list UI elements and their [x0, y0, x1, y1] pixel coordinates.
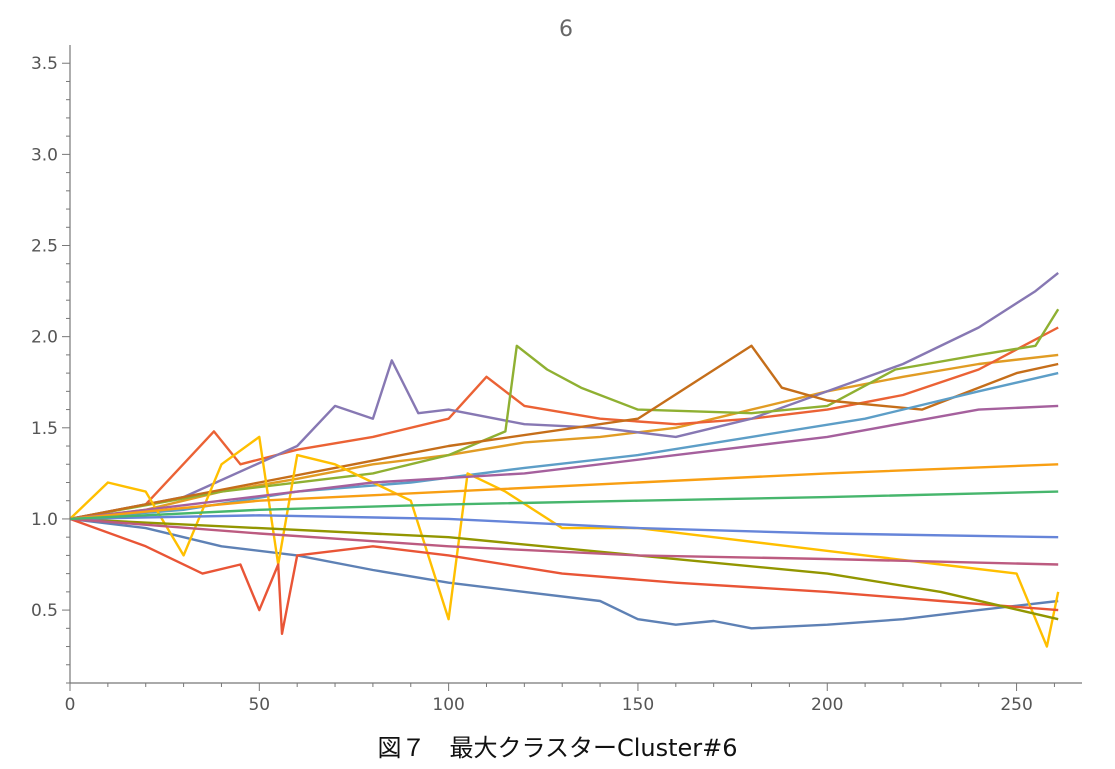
series-line-4 [69, 308, 1060, 521]
series-line-3 [69, 271, 1059, 521]
series-line-13 [69, 463, 1059, 521]
figure-caption: 図７ 最大クラスターCluster#6 [377, 734, 738, 762]
series-line-10 [69, 404, 1059, 521]
y-tick-label: 2.5 [31, 237, 58, 257]
axes-layer: 0 50 100 150 200 250 0.5 1.0 1.5 2.0 2.5 3.0 3.5 [31, 45, 1082, 715]
series-line-7 [69, 371, 1059, 521]
series-line-12 [69, 514, 1059, 539]
y-tick-label: 1.0 [31, 510, 58, 530]
chart-title: 6 [559, 17, 573, 42]
series-line-15 [69, 490, 1059, 521]
x-tick-label: 50 [248, 695, 270, 715]
x-tick-label: 250 [1000, 695, 1032, 715]
y-tick-label: 1.5 [31, 419, 58, 439]
series-line-6 [69, 517, 1059, 630]
series-line-2 [69, 326, 1059, 521]
line-chart: 6 0 50 100 150 200 250 0.5 1.0 1.5 2.0 2.5 3.0 3.5 [31, 17, 1082, 715]
x-tick-label: 150 [622, 695, 654, 715]
y-tick-label: 0.5 [31, 601, 58, 621]
series-line-14 [69, 517, 1059, 566]
series-line-9 [69, 517, 1059, 635]
series-line-8 [69, 435, 1060, 648]
y-tick-label: 3.5 [31, 54, 58, 74]
x-tick-label: 0 [65, 695, 76, 715]
y-tick-label: 2.0 [31, 328, 58, 348]
y-tick-label: 3.0 [31, 145, 58, 165]
x-tick-label: 200 [811, 695, 843, 715]
x-tick-label: 100 [432, 695, 464, 715]
series-layer [69, 271, 1060, 648]
